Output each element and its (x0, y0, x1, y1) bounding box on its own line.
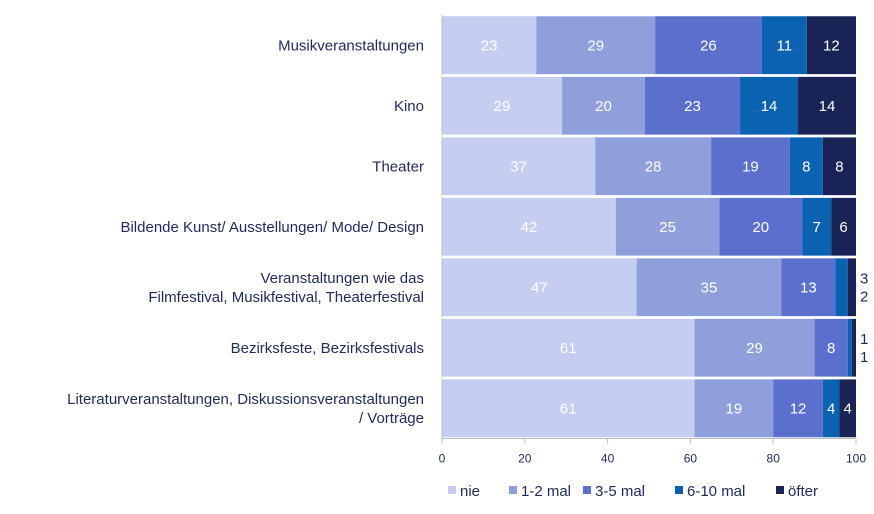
bar-segment (851, 318, 856, 377)
data-label: 26 (700, 37, 717, 54)
data-label: 8 (802, 158, 810, 175)
bar-segment (442, 258, 637, 317)
bar-segment (442, 76, 563, 135)
data-label: 19 (726, 400, 743, 417)
legend-label: 6-10 mal (687, 483, 745, 500)
bar-segment (711, 137, 790, 196)
category-label: / Vorträge (359, 410, 424, 427)
x-tick-label: 60 (684, 452, 698, 466)
data-label: 61 (560, 340, 577, 357)
bar-segment (822, 137, 856, 196)
bar-segment (719, 197, 803, 256)
bar-segment (789, 137, 823, 196)
bar-segment (847, 318, 852, 377)
bar-segment (615, 197, 720, 256)
bar-segment (798, 76, 856, 135)
data-label: 47 (531, 279, 548, 296)
data-label: 19 (742, 158, 759, 175)
data-label: 12 (823, 37, 840, 54)
data-label: 6 (839, 219, 847, 236)
bar-segment (822, 379, 840, 438)
category-label: Bezirksfeste, Bezirksfestivals (231, 340, 424, 357)
x-tick-label: 100 (846, 452, 866, 466)
bar-segment (773, 379, 823, 438)
bar-segment (644, 76, 741, 135)
data-label: 3 (860, 270, 868, 287)
legend-label: nie (460, 483, 480, 500)
x-tick-label: 0 (439, 452, 446, 466)
bar-segment (806, 16, 856, 75)
legend-label: öfter (788, 483, 818, 500)
legend-swatch (776, 486, 784, 494)
data-label: 8 (835, 158, 843, 175)
data-label: 1 (860, 331, 868, 348)
legend-swatch (583, 486, 591, 494)
bar-segment (814, 318, 848, 377)
data-label: 25 (659, 219, 676, 236)
data-label: 4 (844, 400, 852, 417)
bar-segment (442, 379, 695, 438)
data-label: 29 (746, 340, 763, 357)
category-label: Musikveranstaltungen (278, 37, 424, 54)
x-tick-label: 40 (601, 452, 615, 466)
data-label: 7 (812, 219, 820, 236)
data-label: 2 (860, 288, 868, 305)
data-label: 20 (595, 98, 612, 115)
bar-segment (694, 379, 774, 438)
bar-segment (655, 16, 762, 75)
data-label: 1 (860, 349, 868, 366)
bar-segment (839, 379, 856, 438)
bar-segment (761, 16, 807, 75)
legend-swatch (509, 486, 517, 494)
legend-label: 3-5 mal (595, 483, 645, 500)
bar-segment (694, 318, 815, 377)
bar-segment (835, 258, 848, 317)
category-label: Filmfestival, Musikfestival, Theaterfest… (148, 289, 424, 306)
bar-segment (802, 197, 832, 256)
legend-label: 1-2 mal (521, 483, 571, 500)
data-label: 28 (645, 158, 662, 175)
data-label: 61 (560, 400, 577, 417)
bar-segment (781, 258, 836, 317)
bar-segment (562, 76, 645, 135)
category-label: Bildende Kunst/ Ausstellungen/ Mode/ Des… (120, 219, 424, 236)
data-label: 20 (752, 219, 769, 236)
data-label: 13 (800, 279, 817, 296)
data-label: 14 (761, 98, 778, 115)
category-label: Theater (372, 158, 424, 175)
bar-segment (831, 197, 856, 256)
bar-segment (847, 258, 856, 317)
bar-segment (442, 16, 537, 75)
bar-segment (442, 137, 596, 196)
bar-segment (740, 76, 799, 135)
category-label: Veranstaltungen wie das (261, 270, 424, 287)
data-label: 12 (790, 400, 807, 417)
data-label: 4 (827, 400, 835, 417)
data-label: 42 (521, 219, 538, 236)
data-label: 14 (819, 98, 836, 115)
data-label: 23 (481, 37, 498, 54)
x-tick-label: 20 (518, 452, 532, 466)
data-label: 29 (494, 98, 511, 115)
data-label: 29 (587, 37, 604, 54)
x-tick-label: 80 (767, 452, 781, 466)
bar-segment (442, 318, 695, 377)
bar-segment (636, 258, 782, 317)
data-label: 23 (684, 98, 701, 115)
data-label: 35 (701, 279, 718, 296)
category-label: Kino (394, 98, 424, 115)
bar-segment (442, 197, 616, 256)
bar-segment (595, 137, 712, 196)
category-label: Literaturveranstaltungen, Diskussionsver… (67, 391, 424, 408)
legend-swatch (448, 486, 456, 494)
data-label: 37 (510, 158, 527, 175)
bar-segment (536, 16, 656, 75)
legend-swatch (675, 486, 683, 494)
data-label: 11 (776, 37, 792, 54)
data-label: 8 (827, 340, 835, 357)
